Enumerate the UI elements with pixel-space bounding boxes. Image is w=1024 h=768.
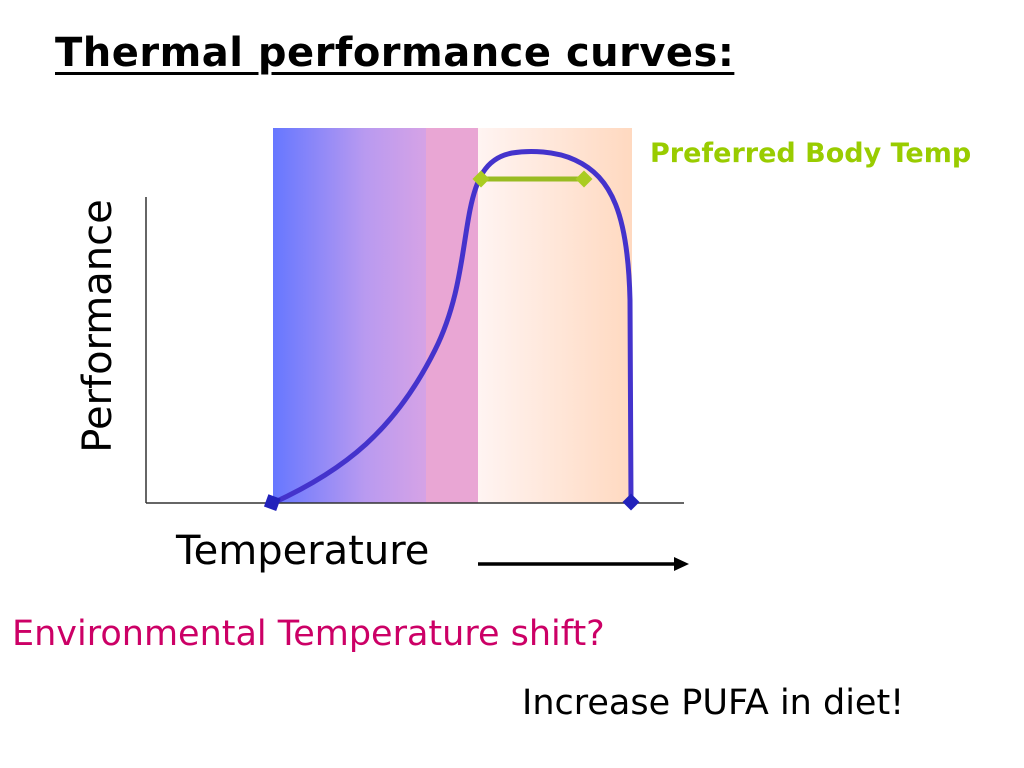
pufa-answer: Increase PUFA in diet! <box>522 683 905 723</box>
performance-curve <box>270 148 634 506</box>
preferred-body-temp-label: Preferred Body Temp <box>650 138 972 169</box>
warm-zone-band <box>478 128 632 503</box>
y-axis-label: Performance <box>75 199 121 453</box>
temperature-arrow-head <box>674 557 689 571</box>
preferred-range-right-marker <box>575 170 593 188</box>
curve-end-marker <box>622 493 640 511</box>
curve-start-marker <box>263 494 281 511</box>
transition-zone-band <box>426 128 478 503</box>
page-title: Thermal performance curves: <box>55 30 735 76</box>
x-axis-label: Temperature <box>176 528 430 574</box>
environmental-shift-question: Environmental Temperature shift? <box>12 614 605 654</box>
preferred-range-left-marker <box>472 170 490 188</box>
